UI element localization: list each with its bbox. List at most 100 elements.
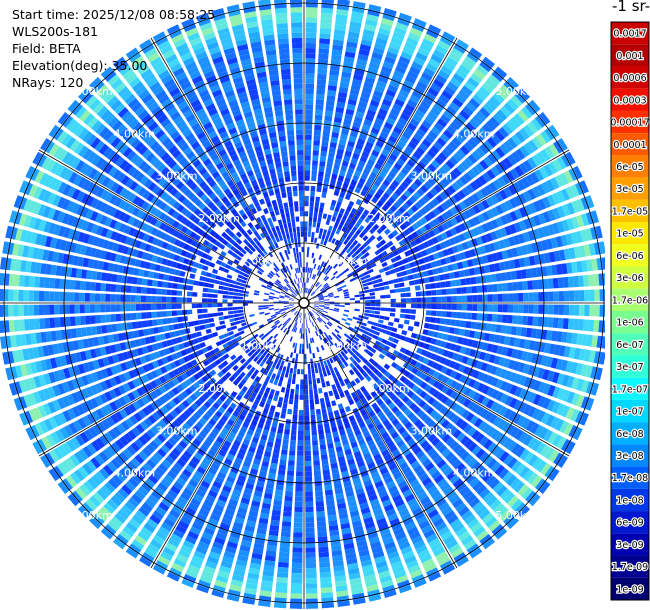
range-gate-cell: [168, 227, 176, 235]
range-gate-cell: [154, 388, 163, 397]
range-gate-cell: [386, 440, 395, 449]
range-gate-cell: [323, 275, 328, 281]
range-gate-cell: [313, 135, 321, 141]
range-gate-cell: [28, 377, 37, 390]
range-gate-cell: [330, 368, 335, 375]
range-gate-cell: [59, 239, 68, 251]
range-gate-cell: [127, 216, 136, 226]
range-gate-cell: [545, 356, 554, 368]
range-gate-cell: [416, 409, 425, 418]
range-gate-cell: [337, 502, 347, 510]
range-gate-cell: [324, 115, 333, 122]
range-gate-cell: [377, 346, 384, 353]
range-gate-cell: [81, 193, 90, 205]
range-gate-cell: [433, 102, 444, 113]
range-gate-cell: [438, 444, 448, 454]
range-gate-cell: [337, 456, 346, 463]
range-gate-cell: [454, 204, 463, 213]
range-gate-cell: [100, 189, 109, 200]
range-gate-cell: [175, 553, 189, 564]
range-gate-cell: [535, 267, 543, 277]
range-gate-cell: [578, 348, 586, 361]
range-gate-cell: [146, 459, 157, 469]
range-gate-cell: [422, 194, 431, 203]
range-gate-cell: [82, 257, 90, 268]
range-gate-cell: [317, 293, 323, 297]
range-gate-cell: [486, 343, 494, 352]
range-gate-cell: [345, 46, 357, 54]
range-gate-cell: [438, 69, 450, 80]
range-gate-cell: [305, 144, 312, 151]
range-gate-cell: [370, 208, 378, 216]
range-gate-cell: [383, 162, 392, 170]
range-gate-cell: [217, 255, 225, 261]
range-gate-cell: [218, 285, 225, 290]
range-gate-cell: [372, 475, 382, 484]
range-gate-cell: [250, 419, 258, 427]
range-gate-cell: [270, 314, 276, 318]
range-gate-cell: [334, 342, 339, 349]
range-gate-cell: [328, 363, 333, 370]
range-gate-cell: [256, 262, 263, 268]
range-gate-cell: [305, 99, 314, 105]
range-gate-cell: [244, 433, 252, 441]
range-gate-cell: [460, 450, 470, 461]
range-gate-cell: [151, 255, 159, 263]
range-gate-cell: [423, 366, 431, 374]
range-gate-cell: [189, 415, 198, 424]
range-gate-cell: [358, 497, 368, 505]
range-gate-cell: [141, 320, 148, 328]
range-gate-cell: [504, 200, 514, 211]
range-gate-cell: [305, 42, 316, 49]
range-gate-cell: [383, 266, 390, 272]
range-gate-cell: [323, 422, 330, 429]
range-gate-cell: [343, 480, 352, 488]
range-gate-cell: [528, 493, 541, 507]
range-gate-cell: [575, 230, 583, 243]
range-gate-cell: [362, 235, 369, 242]
range-gate-cell: [266, 284, 273, 289]
range-gate-cell: [95, 187, 105, 198]
range-gate-cell: [155, 368, 163, 377]
range-gate-cell: [359, 43, 371, 52]
range-gate-cell: [218, 494, 228, 503]
range-gate-cell: [246, 388, 253, 396]
range-gate-cell: [280, 536, 291, 543]
range-gate-cell: [425, 290, 432, 296]
range-gate-cell: [352, 6, 365, 14]
range-gate-cell: [15, 365, 23, 378]
range-gate-cell: [488, 182, 498, 193]
range-gate-cell: [416, 303, 422, 309]
range-gate-cell: [74, 292, 80, 302]
range-gate-cell: [210, 273, 217, 279]
range-gate-cell: [472, 304, 478, 311]
range-gate-cell: [319, 397, 325, 404]
range-gate-cell: [315, 109, 323, 116]
range-gate-cell: [202, 239, 210, 247]
range-gate-cell: [379, 196, 387, 204]
range-gate-cell: [268, 393, 274, 400]
range-gate-cell: [305, 17, 318, 23]
range-gate-cell: [450, 547, 464, 559]
range-gate-cell: [35, 233, 43, 246]
range-gate-cell: [422, 357, 430, 365]
range-gate-cell: [393, 397, 401, 405]
range-gate-cell: [426, 297, 432, 303]
range-gate-cell: [317, 176, 324, 182]
range-gate-cell: [100, 283, 107, 292]
range-gate-cell: [446, 105, 457, 116]
range-gate-cell: [430, 513, 442, 523]
range-gate-cell: [217, 370, 224, 378]
range-gate-cell: [249, 505, 260, 513]
range-gate-cell: [278, 464, 286, 471]
range-gate-cell: [114, 254, 122, 263]
range-gate-cell: [458, 466, 469, 477]
range-gate-cell: [276, 577, 288, 583]
range-gate-cell: [424, 167, 433, 176]
range-gate-cell: [332, 44, 344, 51]
range-gate-cell: [547, 224, 555, 236]
range-gate-cell: [28, 304, 34, 316]
range-gate-cell: [345, 490, 355, 498]
range-gate-cell: [123, 190, 133, 200]
range-gate-cell: [397, 260, 404, 266]
